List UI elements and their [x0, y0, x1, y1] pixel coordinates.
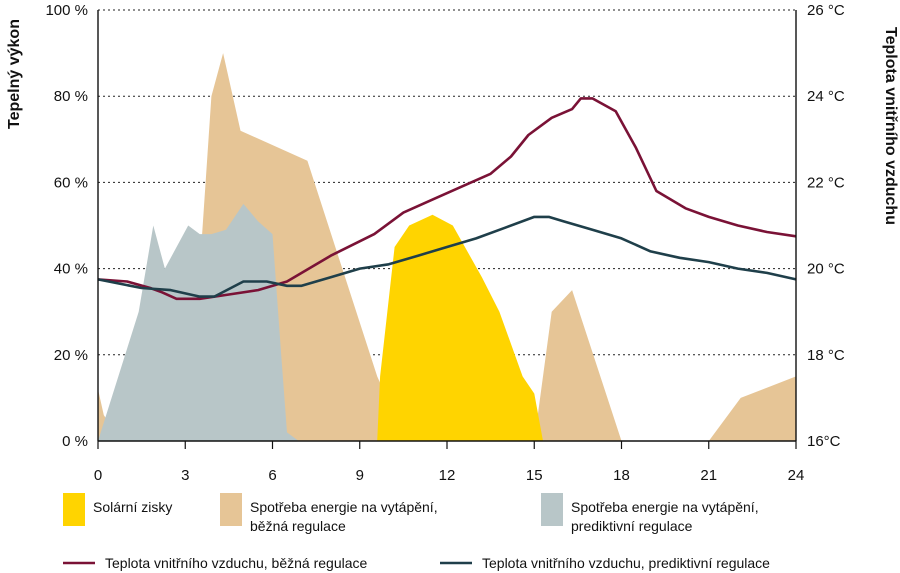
legend-label: Teplota vnitřního vzduchu, běžná regulac… — [105, 555, 367, 571]
y-right-tick-label: 20 °C — [807, 261, 845, 278]
x-tick-labels: 0 3 6 9 12 15 18 21 24 — [94, 467, 805, 484]
y-left-tick-label: 20 % — [54, 347, 88, 364]
legend-swatch-1 — [220, 493, 242, 526]
legend-swatch-2 — [541, 493, 563, 526]
area-series-2 — [377, 214, 543, 441]
legend-swatch-0 — [63, 493, 85, 526]
y-left-tick-label: 80 % — [54, 88, 88, 105]
y-left-tick-label: 100 % — [45, 2, 88, 19]
line-series-0 — [97, 97, 797, 301]
x-tick-label: 3 — [181, 467, 189, 484]
y-left-tick-labels: 0 % 20 % 40 % 60 % 80 % 100 % — [45, 2, 88, 450]
x-tick-label: 18 — [613, 467, 630, 484]
x-tick-label: 15 — [526, 467, 543, 484]
area-series-1 — [98, 203, 299, 441]
axes — [97, 10, 797, 449]
y-right-tick-label: 24 °C — [807, 88, 845, 105]
y-right-tick-label: 22 °C — [807, 174, 845, 191]
legend-label: běžná regulace — [250, 518, 346, 534]
legend-label: Spotřeba energie na vytápění, — [571, 499, 759, 515]
y-right-tick-labels: 16°C 18 °C 20 °C 22 °C 24 °C 26 °C — [807, 2, 845, 450]
y-right-tick-label: 18 °C — [807, 347, 845, 364]
legend-label: Solární zisky — [93, 499, 172, 515]
x-tick-label: 6 — [268, 467, 276, 484]
temperature-lines — [97, 97, 797, 301]
x-tick-label: 0 — [94, 467, 102, 484]
line-series-1 — [97, 215, 797, 298]
legend: Solární zisky Spotřeba energie na vytápěn… — [63, 493, 770, 571]
y-right-tick-label: 26 °C — [807, 2, 845, 19]
x-tick-label: 12 — [439, 467, 456, 484]
legend-label: Teplota vnitřního vzduchu, prediktivní r… — [482, 555, 770, 571]
y-left-tick-label: 0 % — [62, 433, 88, 450]
legend-label: Spotřeba energie na vytápění, — [250, 499, 438, 515]
x-tick-label: 9 — [356, 467, 364, 484]
y-left-axis-title: Tepelný výkon — [6, 19, 23, 129]
y-right-tick-label: 16°C — [807, 433, 841, 450]
y-right-axis-title: Teplota vnitřního vzduchu — [882, 27, 899, 225]
y-left-tick-label: 40 % — [54, 261, 88, 278]
legend-label: prediktivní regulace — [571, 518, 693, 534]
areas — [98, 53, 796, 441]
y-left-tick-label: 60 % — [54, 174, 88, 191]
x-tick-label: 24 — [788, 467, 805, 484]
x-tick-label: 21 — [700, 467, 717, 484]
